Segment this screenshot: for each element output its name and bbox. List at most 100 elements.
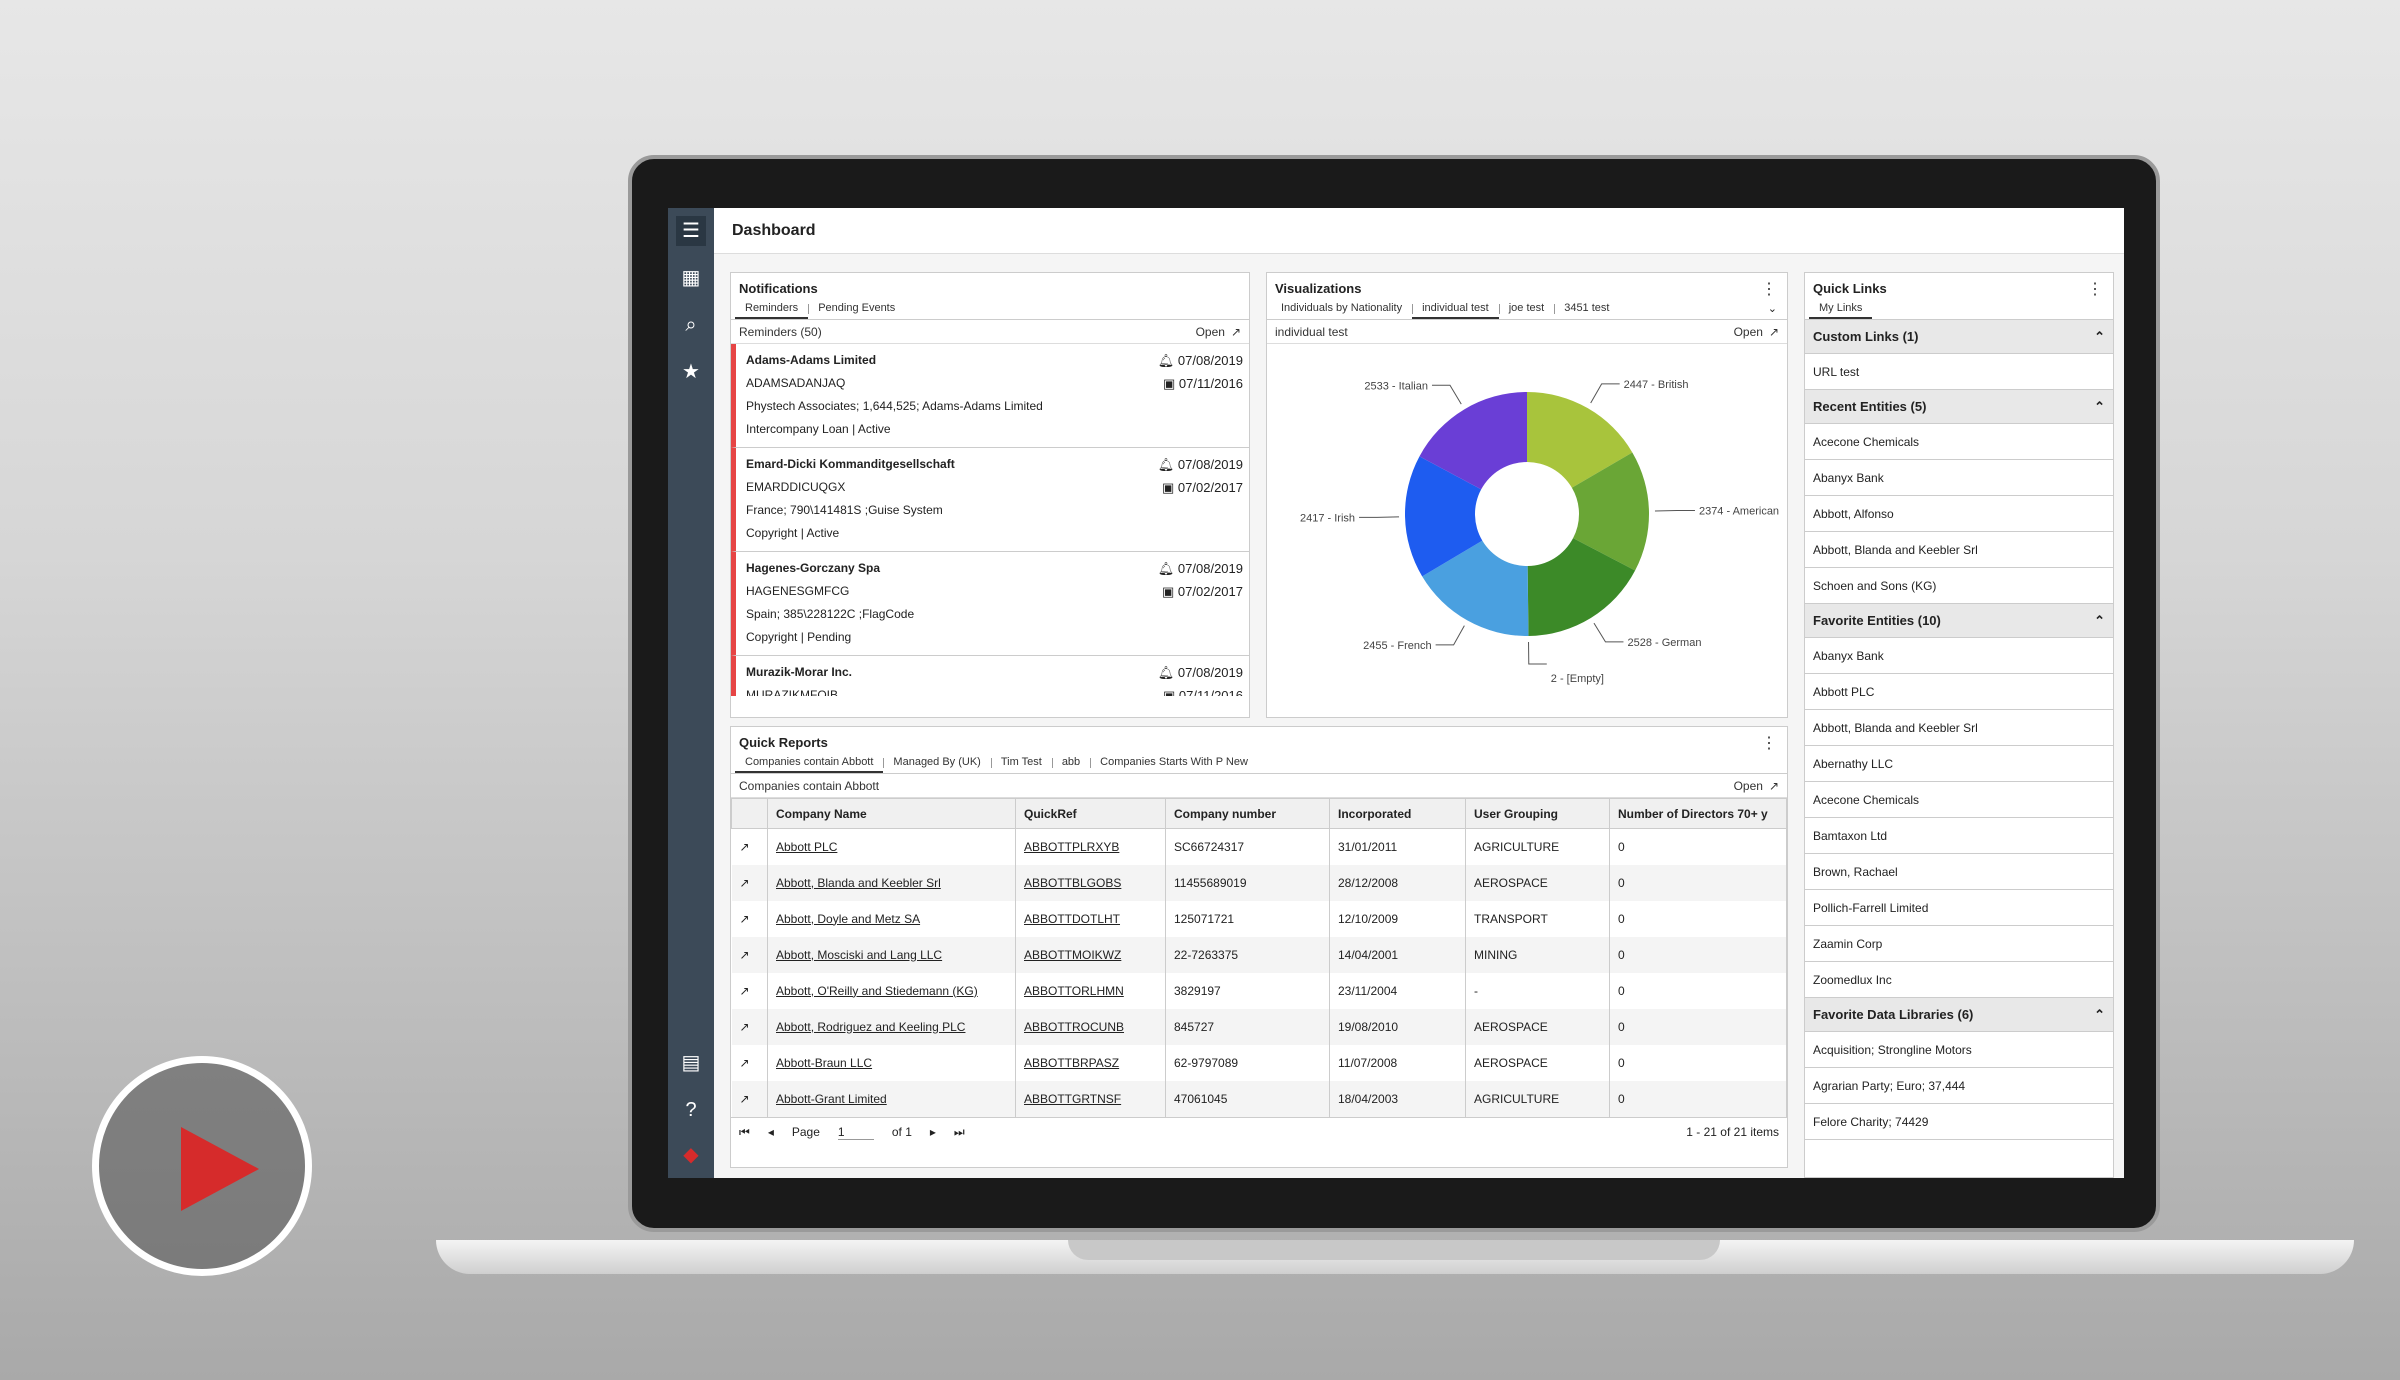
col-company-number[interactable]: Company number [1165,798,1330,829]
quickref-link[interactable]: ABBOTTROCUNB [1024,1019,1125,1034]
quickref-link[interactable]: ABBOTTGRTNSF [1024,1091,1122,1106]
open-link[interactable]: Open ↗ [1196,325,1241,339]
company-link[interactable]: Abbott, Mosciski and Lang LLC [776,947,943,962]
external-link-icon[interactable]: ↗ [731,1080,768,1117]
tab-managed-by-uk[interactable]: Managed By (UK) [883,752,990,773]
col-directors[interactable]: Number of Directors 70+ y [1609,798,1787,829]
link-item[interactable]: Abanyx Bank [1805,460,2113,496]
quickref-link[interactable]: ABBOTTDOTLHT [1024,911,1121,926]
tab-abb[interactable]: abb [1051,752,1090,773]
link-item[interactable]: URL test [1805,354,2113,390]
tab-tim-test[interactable]: Tim Test [990,752,1052,773]
col-quickref[interactable]: QuickRef [1015,798,1166,829]
link-item[interactable]: Bamtaxon Ltd [1805,818,2113,854]
archive-icon[interactable]: ▤ [681,1052,701,1074]
section-recent-entities[interactable]: Recent Entities (5) ⌃ [1805,390,2113,424]
company-link[interactable]: Abbott, O'Reilly and Stiedemann (KG) [776,983,978,998]
pie-slice[interactable] [1527,538,1636,636]
quickref-link[interactable]: ABBOTTBLGOBS [1024,875,1122,890]
col-company-name[interactable]: Company Name [767,798,1016,829]
company-number: 62-9797089 [1165,1044,1330,1081]
external-link-icon[interactable]: ↗ [731,828,768,865]
link-item[interactable]: Acecone Chemicals [1805,424,2113,460]
link-item[interactable]: Felore Charity; 74429 [1805,1104,2113,1140]
more-icon[interactable]: ⋮ [1761,735,1777,752]
external-link-icon[interactable]: ↗ [731,936,768,973]
company-link[interactable]: Abbott PLC [776,839,838,854]
tab-3451-test[interactable]: 3451 test [1554,298,1619,319]
chevron-down-icon[interactable]: ⌄ [1767,303,1777,315]
quick-reports-tabs: Companies contain Abbott Managed By (UK)… [731,752,1787,774]
help-icon[interactable]: ? [685,1099,697,1121]
pie-slice[interactable] [1527,392,1633,488]
link-item[interactable]: Acquisition; Strongline Motors [1805,1032,2113,1068]
more-icon[interactable]: ⋮ [1761,281,1777,298]
page-input[interactable]: 1 [837,1125,874,1140]
pie-slice[interactable] [1527,565,1529,636]
link-item[interactable]: Pollich-Farrell Limited [1805,890,2113,926]
quickref-link[interactable]: ABBOTTMOIKWZ [1024,947,1122,962]
last-page-icon[interactable]: ⏭ [953,1124,965,1139]
link-item[interactable]: Abbott, Blanda and Keebler Srl [1805,710,2113,746]
col-user-grouping[interactable]: User Grouping [1465,798,1610,829]
layout-icon[interactable]: ▦ [681,267,701,289]
open-link[interactable]: Open ↗ [1734,779,1779,793]
reminder-card[interactable]: Adams-Adams Limited ADAMSADANJAQ Phystec… [731,344,1249,448]
tab-individual-test[interactable]: individual test [1412,298,1499,319]
next-page-icon[interactable]: ▸ [929,1125,936,1139]
link-item[interactable]: Abbott PLC [1805,674,2113,710]
pie-slice[interactable] [1422,540,1529,636]
tab-joe-test[interactable]: joe test [1498,298,1554,319]
tab-pending-events[interactable]: Pending Events [808,298,905,319]
search-icon[interactable]: ⌕ [685,314,697,336]
star-icon[interactable]: ★ [682,361,700,383]
pie-slice[interactable] [1571,452,1649,571]
section-favorite-entities[interactable]: Favorite Entities (10) ⌃ [1805,604,2113,638]
quickref-link[interactable]: ABBOTTBRPASZ [1024,1055,1120,1070]
link-item[interactable]: Acecone Chemicals [1805,782,2113,818]
external-link-icon[interactable]: ↗ [731,972,768,1009]
company-link[interactable]: Abbott, Doyle and Metz SA [776,911,921,926]
section-custom-links[interactable]: Custom Links (1) ⌃ [1805,320,2113,354]
link-item[interactable]: Abanyx Bank [1805,638,2113,674]
link-item[interactable]: Zoomedlux Inc [1805,962,2113,998]
tab-my-links[interactable]: My Links [1809,298,1873,319]
reminder-card[interactable]: Murazik-Morar Inc. MURAZIKMFOIB 🔔︎ 07/08… [731,656,1249,696]
menu-icon[interactable]: ☰ [676,216,706,246]
directors: 0 [1609,828,1787,865]
link-item[interactable]: Brown, Rachael [1805,854,2113,890]
open-link[interactable]: Open ↗ [1734,325,1779,339]
quickref-link[interactable]: ABBOTTORLHMN [1024,983,1124,998]
prev-page-icon[interactable]: ◂ [767,1125,774,1139]
link-item[interactable]: Zaamin Corp [1805,926,2113,962]
reminder-card[interactable]: Emard-Dicki Kommanditgesellschaft EMARDD… [731,448,1249,552]
link-item[interactable]: Abernathy LLC [1805,746,2113,782]
col-incorporated[interactable]: Incorporated [1329,798,1466,829]
first-page-icon[interactable]: ⏮ [739,1124,750,1139]
tab-companies-contain-abbott[interactable]: Companies contain Abbott [735,752,884,773]
link-item[interactable]: Schoen and Sons (KG) [1805,568,2113,604]
tab-individuals-by-nationality[interactable]: Individuals by Nationality [1281,302,1403,314]
company-link[interactable]: Abbott-Braun LLC [776,1055,873,1070]
company-link[interactable]: Abbott-Grant Limited [776,1091,887,1106]
company-link[interactable]: Abbott, Blanda and Keebler Srl [776,875,941,890]
calendar-icon: ▣ [1162,376,1179,391]
tab-companies-starts-with-p-new[interactable]: Companies Starts With P New [1090,752,1258,773]
link-item[interactable]: Agrarian Party; Euro; 37,444 [1805,1068,2113,1104]
pie-slice[interactable] [1419,392,1527,490]
external-link-icon[interactable]: ↗ [731,864,768,901]
link-item[interactable]: Abbott, Alfonso [1805,496,2113,532]
quickref-link[interactable]: ABBOTTPLRXYB [1024,839,1120,854]
company-link[interactable]: Abbott, Rodriguez and Keeling PLC [776,1019,966,1034]
external-link-icon[interactable]: ↗ [731,1008,768,1045]
external-link-icon[interactable]: ↗ [731,1044,768,1081]
reminder-card[interactable]: Hagenes-Gorczany Spa HAGENESGMFCG Spain;… [731,552,1249,656]
pie-slice[interactable] [1405,456,1483,577]
tab-reminders[interactable]: Reminders [735,298,809,319]
calendar-icon: ▣ [1162,584,1178,599]
play-button[interactable] [92,1056,312,1276]
link-item[interactable]: Abbott, Blanda and Keebler Srl [1805,532,2113,568]
section-favorite-data-libraries[interactable]: Favorite Data Libraries (6) ⌃ [1805,998,2113,1032]
external-link-icon[interactable]: ↗ [731,900,768,937]
more-icon[interactable]: ⋮ [2087,281,2103,298]
